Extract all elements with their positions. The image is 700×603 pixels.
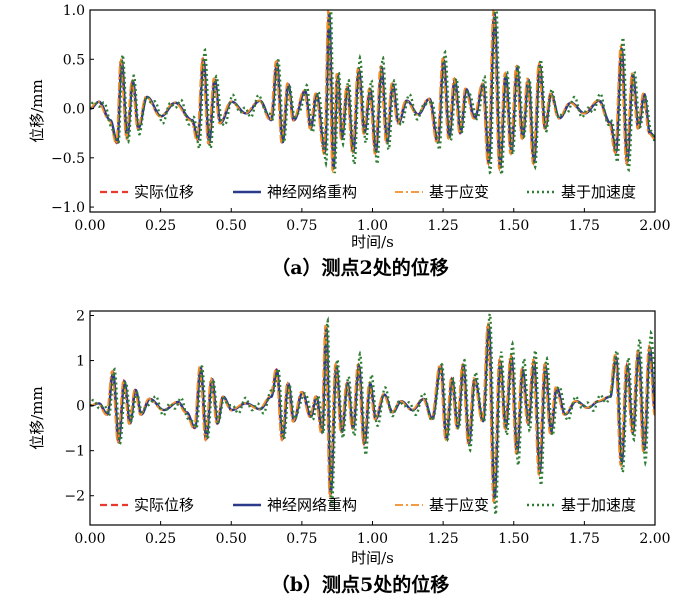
series-line (90, 10, 655, 174)
x-tick-label: 0.75 (286, 531, 317, 547)
x-tick-label: 1.50 (498, 531, 529, 547)
y-tick-label: −2 (64, 489, 85, 505)
x-tick-label: 0.25 (145, 218, 176, 234)
x-tick-label: 1.75 (569, 218, 600, 234)
series-line (90, 322, 655, 505)
panel-caption: （b）测点5处的位移 (271, 573, 450, 596)
x-tick-label: 0.75 (286, 218, 317, 234)
x-tick-label: 2.00 (639, 218, 670, 234)
x-tick-label: 0.00 (74, 531, 105, 547)
series-line (90, 10, 655, 177)
x-tick-label: 2.00 (639, 531, 670, 547)
panel-a: 0.00 0.25 0.50 0.75 1.00 1.25 1.50 1.75 2.00 −1.0… (28, 3, 671, 279)
x-tick-label: 0.25 (145, 531, 176, 547)
x-axis-label: 时间/s (351, 233, 394, 251)
y-tick-label: −0.5 (51, 151, 85, 167)
x-tick-label: 1.75 (569, 531, 600, 547)
legend-label: 基于加速度 (561, 183, 636, 201)
y-tick-label: 1 (76, 354, 85, 370)
legend-label: 基于加速度 (561, 496, 636, 514)
legend-label: 神经网络重构 (267, 496, 357, 514)
x-tick-label: 1.00 (357, 531, 388, 547)
x-tick-label: 0.00 (74, 218, 105, 234)
legend-label: 神经网络重构 (267, 183, 357, 201)
y-tick-label: −1 (64, 444, 85, 460)
y-axis-label: 位移/mm (28, 386, 46, 450)
panel-b: 0.00 0.25 0.50 0.75 1.00 1.25 1.50 1.75 2.00 −2 −1… (28, 309, 671, 596)
x-tick-label: 1.00 (357, 218, 388, 234)
y-axis-label: 位移/mm (28, 79, 46, 143)
series-line (90, 311, 655, 515)
y-tick-label: 0 (76, 399, 85, 415)
y-tick-label: 0.0 (63, 102, 85, 118)
legend-label: 基于应变 (429, 496, 489, 514)
x-tick-label: 1.25 (428, 531, 459, 547)
panel-caption: （a）测点2处的位移 (271, 256, 449, 279)
y-tick-label: −1.0 (51, 200, 85, 216)
x-tick-label: 1.25 (428, 218, 459, 234)
x-tick-label: 1.50 (498, 218, 529, 234)
legend-label: 基于应变 (429, 183, 489, 201)
x-tick-label: 0.50 (216, 531, 247, 547)
y-tick-label: 2 (76, 309, 85, 325)
x-axis-label: 时间/s (351, 549, 394, 567)
legend-label: 实际位移 (134, 183, 194, 201)
series-line (90, 11, 655, 170)
y-tick-label: 0.5 (63, 52, 85, 68)
x-tick-label: 0.50 (216, 218, 247, 234)
legend-label: 实际位移 (134, 496, 194, 514)
y-tick-label: 1.0 (63, 3, 85, 19)
